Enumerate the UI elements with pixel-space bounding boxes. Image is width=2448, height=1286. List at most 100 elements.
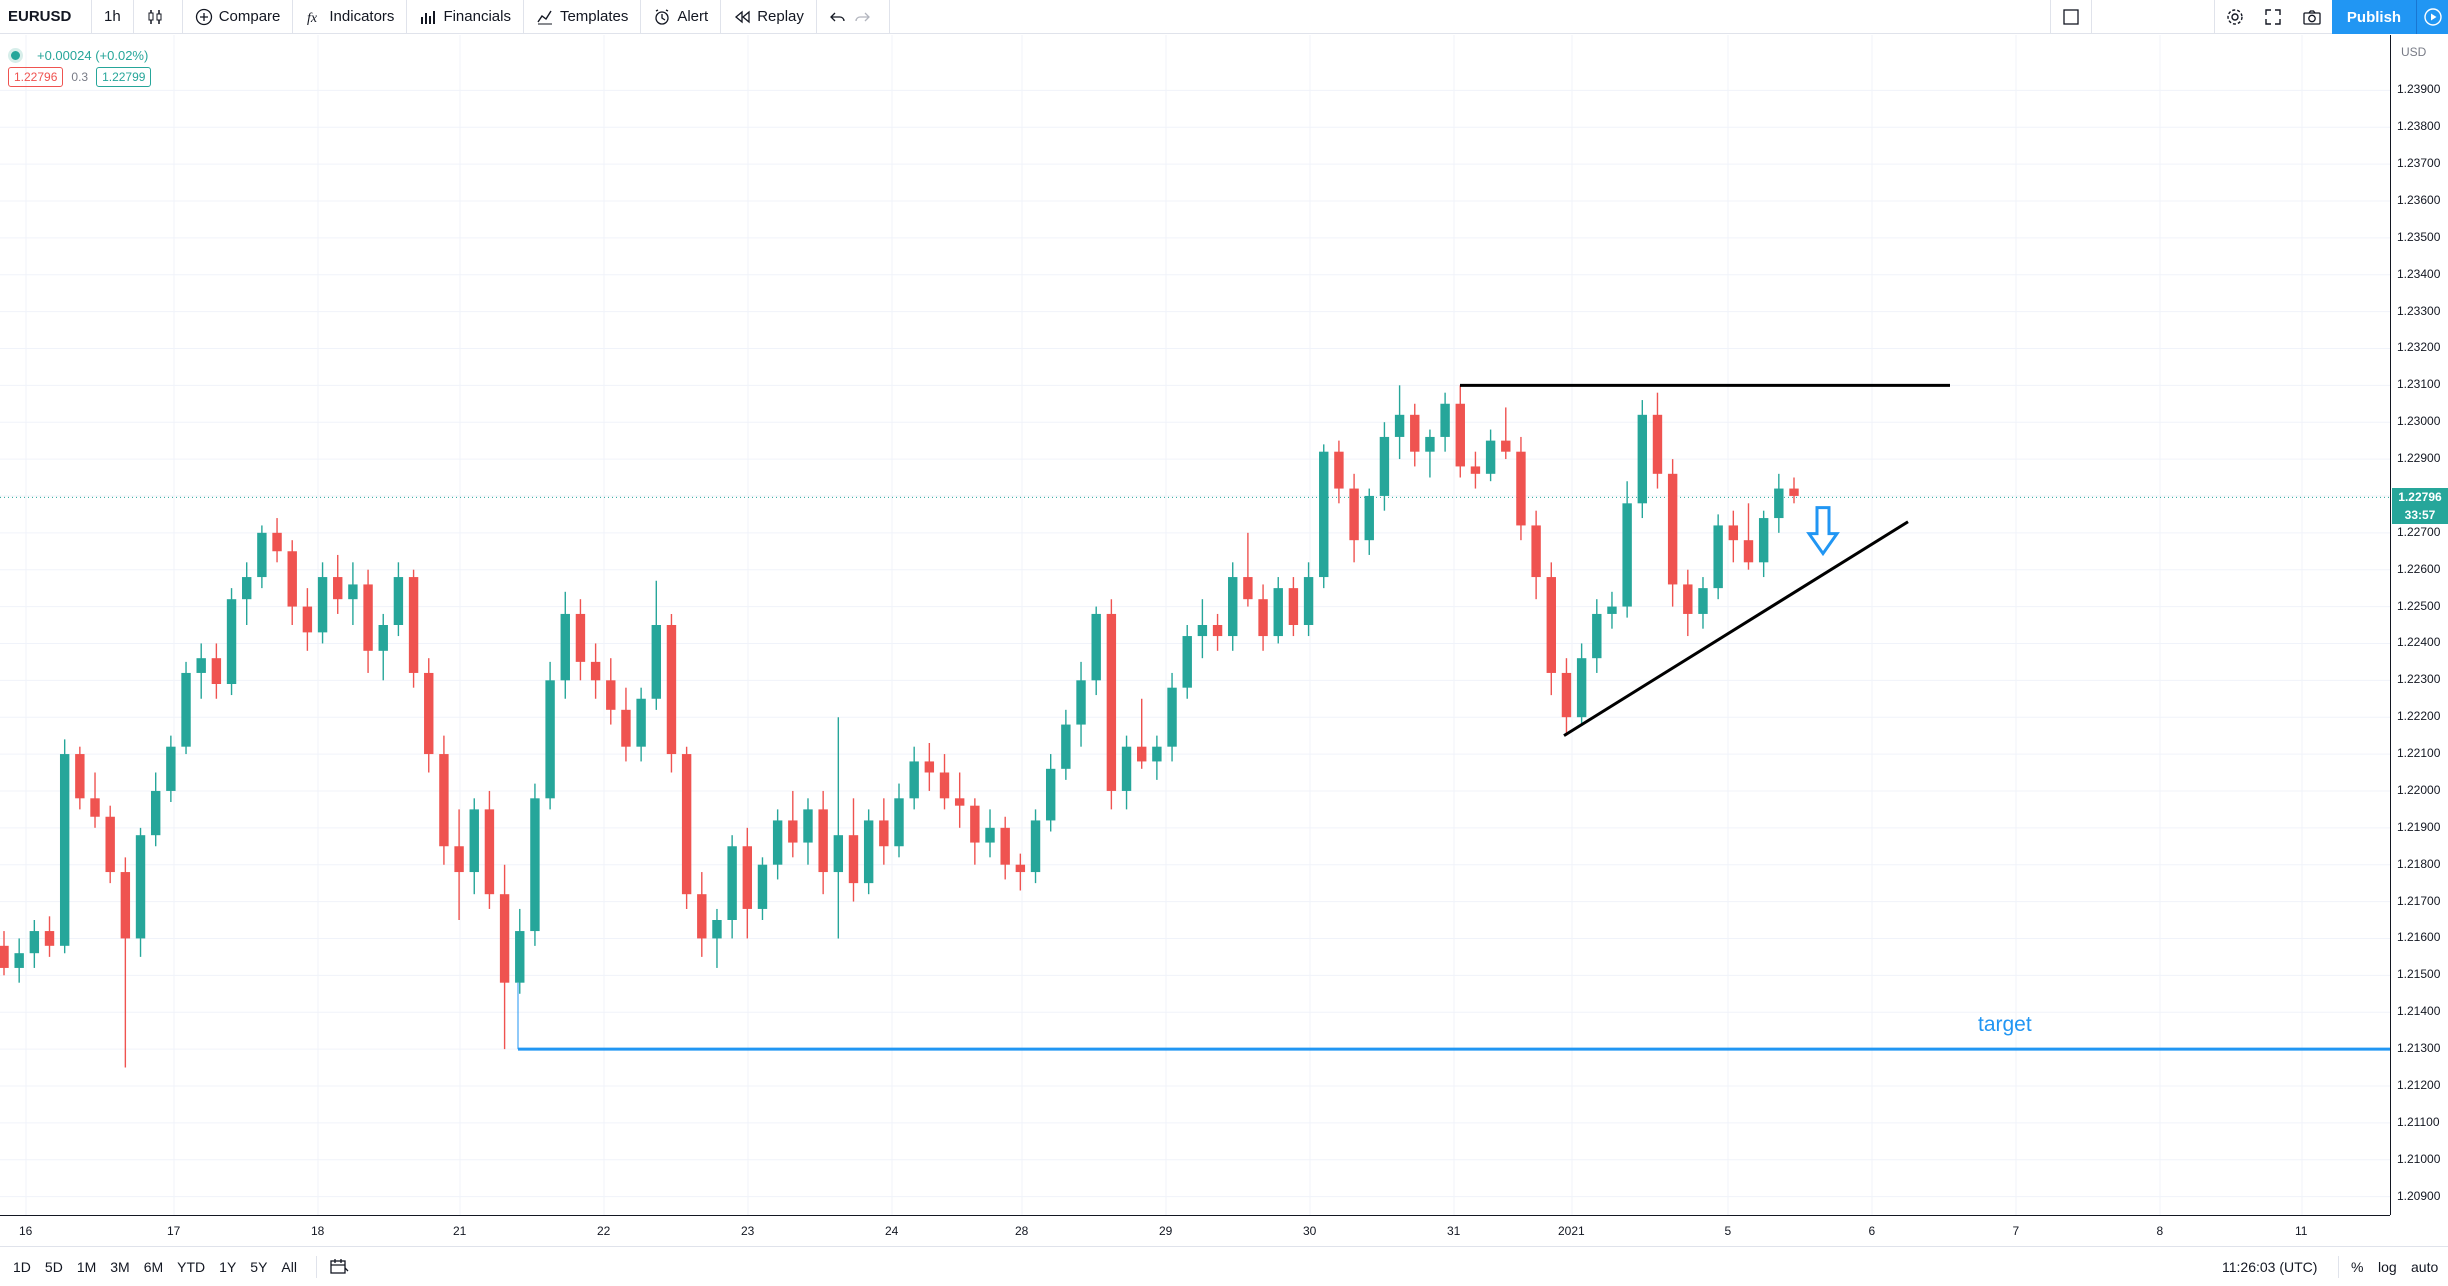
- clock-label[interactable]: 11:26:03 (UTC): [2222, 1258, 2318, 1275]
- interval-button[interactable]: 1h: [92, 0, 134, 34]
- candle-body: [1637, 414, 1648, 504]
- range-button[interactable]: 1Y: [219, 1258, 237, 1275]
- candle: [560, 591, 570, 699]
- bar-chart-icon: [421, 10, 436, 24]
- candle: [1045, 754, 1056, 832]
- replay-button[interactable]: Replay: [721, 0, 817, 34]
- top-toolbar: EURUSD 1h Compare fx Indicators Financia…: [0, 0, 2448, 34]
- candle-body: [1061, 724, 1071, 769]
- currency-label: USD: [2401, 45, 2427, 59]
- down-arrow-icon[interactable]: [1806, 506, 1840, 557]
- candle-body: [408, 577, 419, 673]
- candle-body: [1379, 436, 1390, 496]
- layout-button[interactable]: [2050, 0, 2092, 34]
- price-tick-label: 1.21700: [2397, 893, 2441, 908]
- candle-body: [1592, 613, 1602, 659]
- range-button[interactable]: All: [281, 1258, 297, 1275]
- candle-body: [590, 661, 601, 681]
- buy-price-box[interactable]: 1.22799: [96, 67, 152, 87]
- candle-body: [1607, 606, 1617, 614]
- chart-grid: [0, 35, 2390, 1215]
- price-tick-label: 1.22500: [2397, 598, 2441, 613]
- compare-button[interactable]: Compare: [183, 0, 294, 34]
- last-price-tag: 1.22796: [2392, 488, 2448, 507]
- candle: [150, 772, 161, 847]
- undo-icon[interactable]: [829, 8, 847, 26]
- candle: [226, 588, 237, 696]
- candle: [1683, 569, 1693, 637]
- templates-button[interactable]: Templates: [524, 0, 642, 34]
- goto-date-icon[interactable]: [329, 1258, 349, 1276]
- candle: [1774, 473, 1784, 533]
- candle-body: [1228, 577, 1238, 637]
- time-tick-label: 5: [1724, 1224, 1732, 1238]
- candle-body: [1774, 488, 1784, 519]
- snapshot-button[interactable]: [2292, 0, 2332, 34]
- candle: [530, 783, 540, 946]
- candle-body: [1288, 588, 1299, 625]
- publish-button[interactable]: Publish: [2332, 0, 2416, 34]
- financials-button[interactable]: Financials: [407, 0, 524, 34]
- candle: [1379, 422, 1390, 511]
- price-tick-label: 1.21600: [2397, 930, 2441, 945]
- time-tick-label: 8: [2156, 1224, 2164, 1238]
- candle: [1319, 444, 1329, 589]
- candle-body: [1121, 746, 1132, 791]
- candle-body: [242, 577, 252, 600]
- spread-value: 0.3: [71, 70, 89, 84]
- candle-body: [1137, 746, 1147, 762]
- time-axis[interactable]: 16 17 18 21 22 23 24 28 29 30 31 2021 5 6 7 8 11: [0, 1215, 2390, 1246]
- indicators-button[interactable]: fx Indicators: [293, 0, 408, 34]
- candle: [1789, 477, 1799, 504]
- fullscreen-button[interactable]: [2254, 0, 2292, 34]
- candle: [1106, 599, 1117, 810]
- range-button[interactable]: 5D: [44, 1258, 63, 1275]
- candle: [1167, 672, 1177, 762]
- symbol-search-button[interactable]: EURUSD: [0, 0, 92, 34]
- candle: [333, 554, 343, 614]
- candlestick-chart[interactable]: [0, 35, 2390, 1215]
- chart-type-button[interactable]: [134, 0, 183, 34]
- redo-icon[interactable]: [853, 8, 871, 26]
- candle-body: [1410, 414, 1420, 452]
- candle-body: [302, 606, 313, 633]
- price-axis[interactable]: 1.23900 1.23800 1.23700 1.23600 1.23500 1.234…: [2390, 35, 2448, 1215]
- candle-body: [378, 625, 388, 651]
- range-button[interactable]: 5Y: [250, 1258, 268, 1275]
- candle-body: [651, 625, 661, 699]
- alarm-clock-icon: [655, 8, 669, 25]
- time-tick-label: 23: [741, 1224, 755, 1238]
- chart-pane[interactable]: [0, 35, 2390, 1215]
- candle-body: [44, 931, 55, 946]
- settings-button[interactable]: [2214, 0, 2255, 34]
- rewind-icon: [735, 10, 750, 23]
- candle-body: [166, 746, 176, 791]
- candle: [1592, 599, 1602, 673]
- target-annotation[interactable]: target: [1978, 1013, 2032, 1037]
- candle-body: [924, 761, 935, 773]
- auto-toggle[interactable]: auto: [2411, 1258, 2439, 1275]
- percent-toggle[interactable]: %: [2351, 1258, 2364, 1275]
- range-button[interactable]: 3M: [110, 1258, 130, 1275]
- alert-button[interactable]: Alert: [641, 0, 722, 34]
- candles-group: [0, 385, 1799, 1068]
- time-tick-label: 2021: [1558, 1224, 1585, 1238]
- candle: [894, 783, 904, 858]
- log-toggle[interactable]: log: [2378, 1258, 2397, 1275]
- range-button[interactable]: 6M: [143, 1258, 164, 1275]
- candle: [515, 908, 525, 994]
- range-button[interactable]: YTD: [177, 1258, 206, 1275]
- candle-body: [75, 754, 85, 799]
- candle-body: [666, 625, 677, 755]
- candles-icon: [148, 9, 162, 24]
- range-button[interactable]: 1M: [76, 1258, 97, 1275]
- candle: [621, 687, 631, 762]
- candle: [1698, 577, 1708, 629]
- sell-price-box[interactable]: 1.22796: [8, 67, 64, 87]
- candle: [1516, 436, 1526, 541]
- drawings-group[interactable]: [517, 383, 2390, 1051]
- live-stream-button[interactable]: [2416, 0, 2448, 34]
- candle-body: [909, 761, 919, 799]
- support-trendline[interactable]: [1563, 520, 1909, 737]
- range-button[interactable]: 1D: [13, 1258, 31, 1275]
